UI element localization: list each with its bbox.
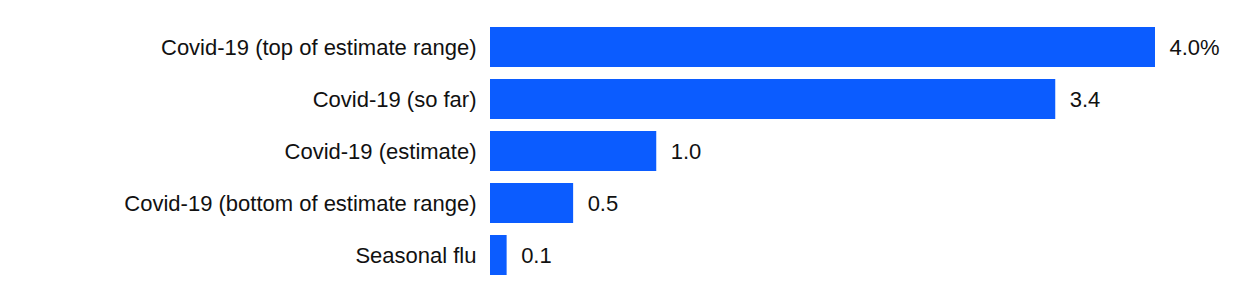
svg-text:4.0%: 4.0%: [1170, 35, 1220, 60]
svg-text:Covid-19 (bottom of estimate r: Covid-19 (bottom of estimate range): [124, 191, 476, 216]
svg-text:Covid-19 (estimate): Covid-19 (estimate): [285, 139, 477, 164]
svg-text:3.4: 3.4: [1070, 87, 1101, 112]
svg-text:0.1: 0.1: [521, 243, 552, 268]
svg-text:Covid-19 (so far): Covid-19 (so far): [313, 87, 477, 112]
svg-text:1.0: 1.0: [671, 139, 702, 164]
svg-text:Covid-19 (top of estimate rang: Covid-19 (top of estimate range): [161, 35, 477, 60]
svg-text:Seasonal flu: Seasonal flu: [355, 243, 476, 268]
svg-text:0.5: 0.5: [588, 191, 619, 216]
